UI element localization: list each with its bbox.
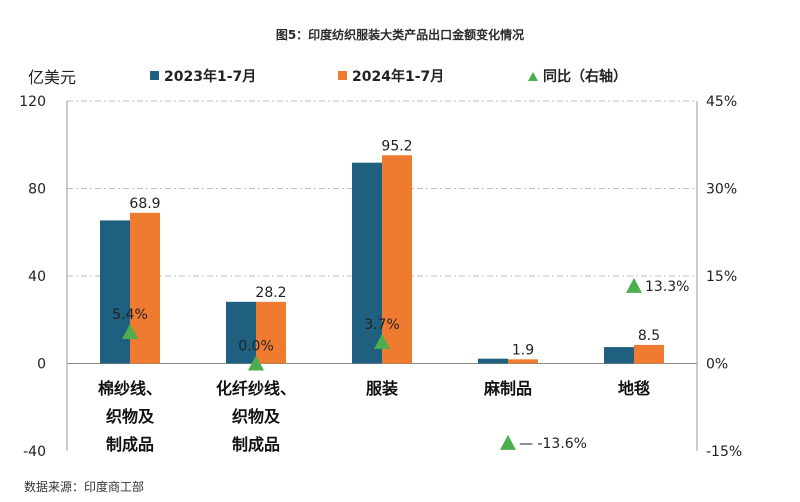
bar-2023 [604, 347, 634, 364]
y2-tick-label: 15% [706, 269, 737, 285]
y2-tick-label: 30% [706, 182, 737, 198]
legend-label-yoy: 同比（右轴） [543, 69, 627, 85]
bar-2023 [100, 220, 130, 364]
yoy-marker [626, 277, 642, 293]
x-category-label: 化纤纱线、 [216, 379, 296, 398]
bar-value-label: 28.2 [255, 285, 286, 301]
yoy-marker [374, 333, 390, 349]
y-tick-label: 0 [37, 357, 46, 373]
y-tick-label: -40 [23, 444, 46, 460]
bar-2024 [634, 344, 664, 364]
legend-swatch-2024 [338, 71, 347, 80]
y-tick-label: 80 [28, 182, 46, 198]
legend-item-yoy: 同比（右轴） [528, 66, 627, 86]
y2-tick-label: 45% [706, 94, 737, 110]
bar-value-label: 8.5 [638, 328, 660, 344]
bar-2024 [256, 301, 286, 364]
chart-title: 图5：印度纺织服装大类产品出口金额变化情况 [275, 28, 525, 42]
bar-2024 [130, 212, 160, 364]
yoy-label: 3.7% [364, 317, 400, 333]
legend-label-2023: 2023年1-7月 [164, 69, 257, 85]
bar-value-label: 1.9 [512, 342, 534, 358]
y2-tick-label: -15% [706, 444, 742, 460]
yoy-label: 13.3% [645, 279, 689, 295]
y2-tick-label: 0% [706, 357, 728, 373]
x-category-label: 麻制品 [483, 379, 532, 398]
x-category-label: 织物及 [106, 407, 155, 426]
yoy-label: 5.4% [112, 307, 148, 323]
bar-2023 [352, 162, 382, 364]
legend-item-2024: 2024年1-7月 [338, 66, 444, 86]
yoy-label: 0.0% [238, 339, 274, 355]
y-tick-label: 120 [19, 94, 46, 110]
bar-2024 [508, 359, 538, 364]
yoy-marker [122, 324, 138, 339]
x-category-label: 服装 [366, 379, 398, 398]
legend-item-2023: 2023年1-7月 [150, 66, 256, 86]
y-tick-label: 40 [28, 269, 46, 285]
bar-2024 [382, 155, 412, 364]
bar-value-label: 68.9 [129, 196, 160, 212]
bar-2023 [226, 301, 256, 364]
legend-label-2024: 2024年1-7月 [352, 69, 445, 85]
legend-marker-yoy [528, 72, 538, 81]
yoy-marker [248, 355, 264, 371]
x-category-label: 制成品 [232, 435, 280, 454]
data-source: 数据来源：印度商工部 [24, 480, 145, 494]
y-axis-unit: 亿美元 [28, 68, 77, 87]
bar-value-label: 95.2 [381, 138, 412, 154]
x-category-label: 织物及 [232, 407, 281, 426]
bar-2023 [478, 358, 508, 364]
x-category-label: 棉纱线、 [98, 379, 162, 398]
x-category-label: 制成品 [106, 435, 154, 454]
x-category-label: 地毯 [618, 379, 650, 398]
yoy-marker [500, 434, 516, 450]
yoy-label: — -13.6% [519, 436, 587, 452]
legend-swatch-2023 [150, 71, 159, 80]
